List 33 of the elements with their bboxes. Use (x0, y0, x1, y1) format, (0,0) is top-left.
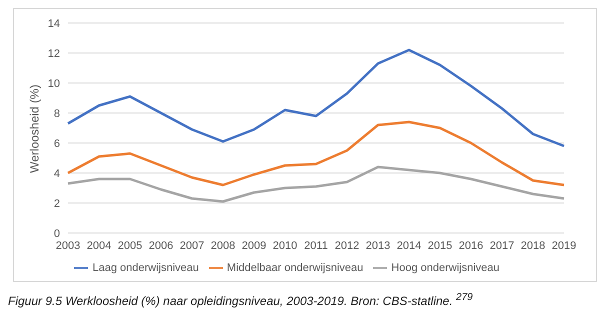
x-tick-label: 2006 (148, 240, 174, 252)
x-tick-label: 2009 (242, 240, 266, 252)
x-tick-label: 2014 (396, 240, 422, 252)
x-tick-label: 2008 (210, 240, 236, 252)
y-tick-label: 2 (54, 198, 60, 210)
line-series (66, 166, 566, 203)
y-tick-label: 0 (54, 228, 60, 240)
x-tick-label: 2017 (490, 240, 514, 252)
y-tick-label: 4 (54, 168, 60, 180)
x-tick-label: 2011 (304, 240, 328, 252)
x-tick-label: 2005 (118, 240, 142, 252)
y-tick-label: 12 (48, 48, 60, 60)
y-tick-label: 14 (48, 18, 60, 30)
x-tick-label: 2015 (428, 240, 452, 252)
line-series (66, 48, 566, 148)
y-tick-label: 8 (54, 108, 60, 120)
x-tick-label: 2012 (334, 240, 360, 252)
x-tick-label: 2018 (520, 240, 546, 252)
x-tick-label: 2007 (180, 240, 204, 252)
legend-label: Laag onderwijsniveau (92, 262, 199, 274)
y-axis-title: Werloosheid (%) (27, 84, 42, 173)
x-tick-label: 2004 (86, 240, 112, 252)
x-tick-label: 2003 (56, 240, 80, 252)
line-series (66, 120, 566, 186)
legend-label: Hoog onderwijsniveau (391, 262, 500, 274)
text: Figuur 9.5 Werkloosheid (%) naar opleidingsniveau, 2003-2019. Bron: CBS-statline. $^{279}$ (8, 292, 474, 308)
x-tick-label: 2019 (552, 240, 576, 252)
x-tick-label: 2010 (272, 240, 298, 252)
y-tick-label: 6 (54, 138, 60, 150)
legend-label: Middelbaar onderwijsniveau (226, 262, 364, 274)
x-tick-label: 2016 (458, 240, 484, 252)
x-tick-label: 2013 (366, 240, 390, 252)
y-tick-label: 10 (48, 78, 60, 90)
